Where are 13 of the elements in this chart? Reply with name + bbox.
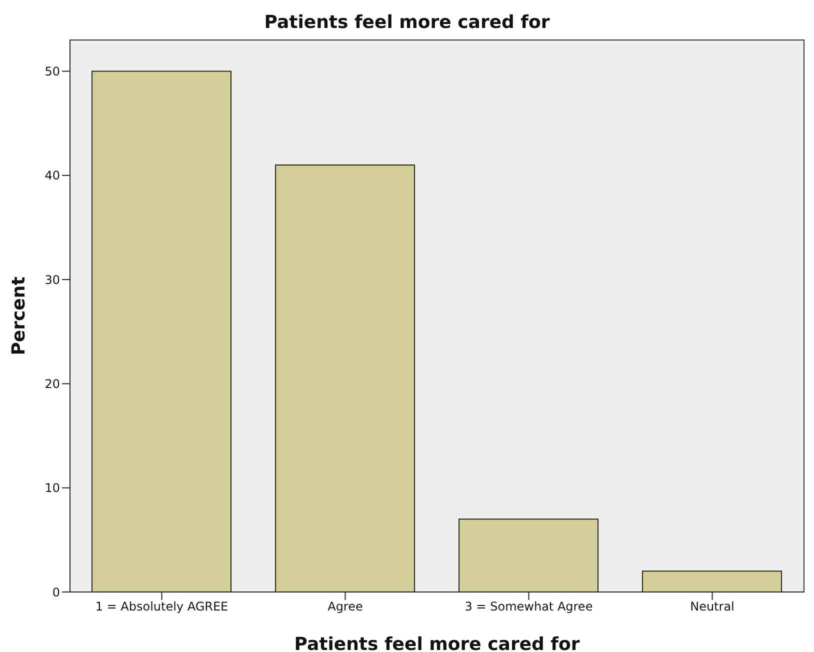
x-tick-label: Agree: [328, 600, 363, 614]
x-axis-title: Patients feel more cared for: [294, 634, 580, 652]
y-tick-label: 50: [44, 64, 60, 79]
y-axis-title: Percent: [8, 276, 30, 356]
y-tick-label: 0: [52, 585, 60, 600]
y-tick-label: 20: [44, 376, 60, 391]
x-tick-label: 1 = Absolutely AGREE: [95, 600, 228, 614]
x-tick-label: Neutral: [690, 600, 734, 614]
x-tick-label: 3 = Somewhat Agree: [464, 600, 593, 614]
chart-title: Patients feel more cared for: [263, 12, 551, 33]
y-tick-label: 30: [44, 272, 60, 287]
y-tick-label: 10: [44, 481, 60, 496]
y-tick-label: 40: [44, 168, 60, 183]
